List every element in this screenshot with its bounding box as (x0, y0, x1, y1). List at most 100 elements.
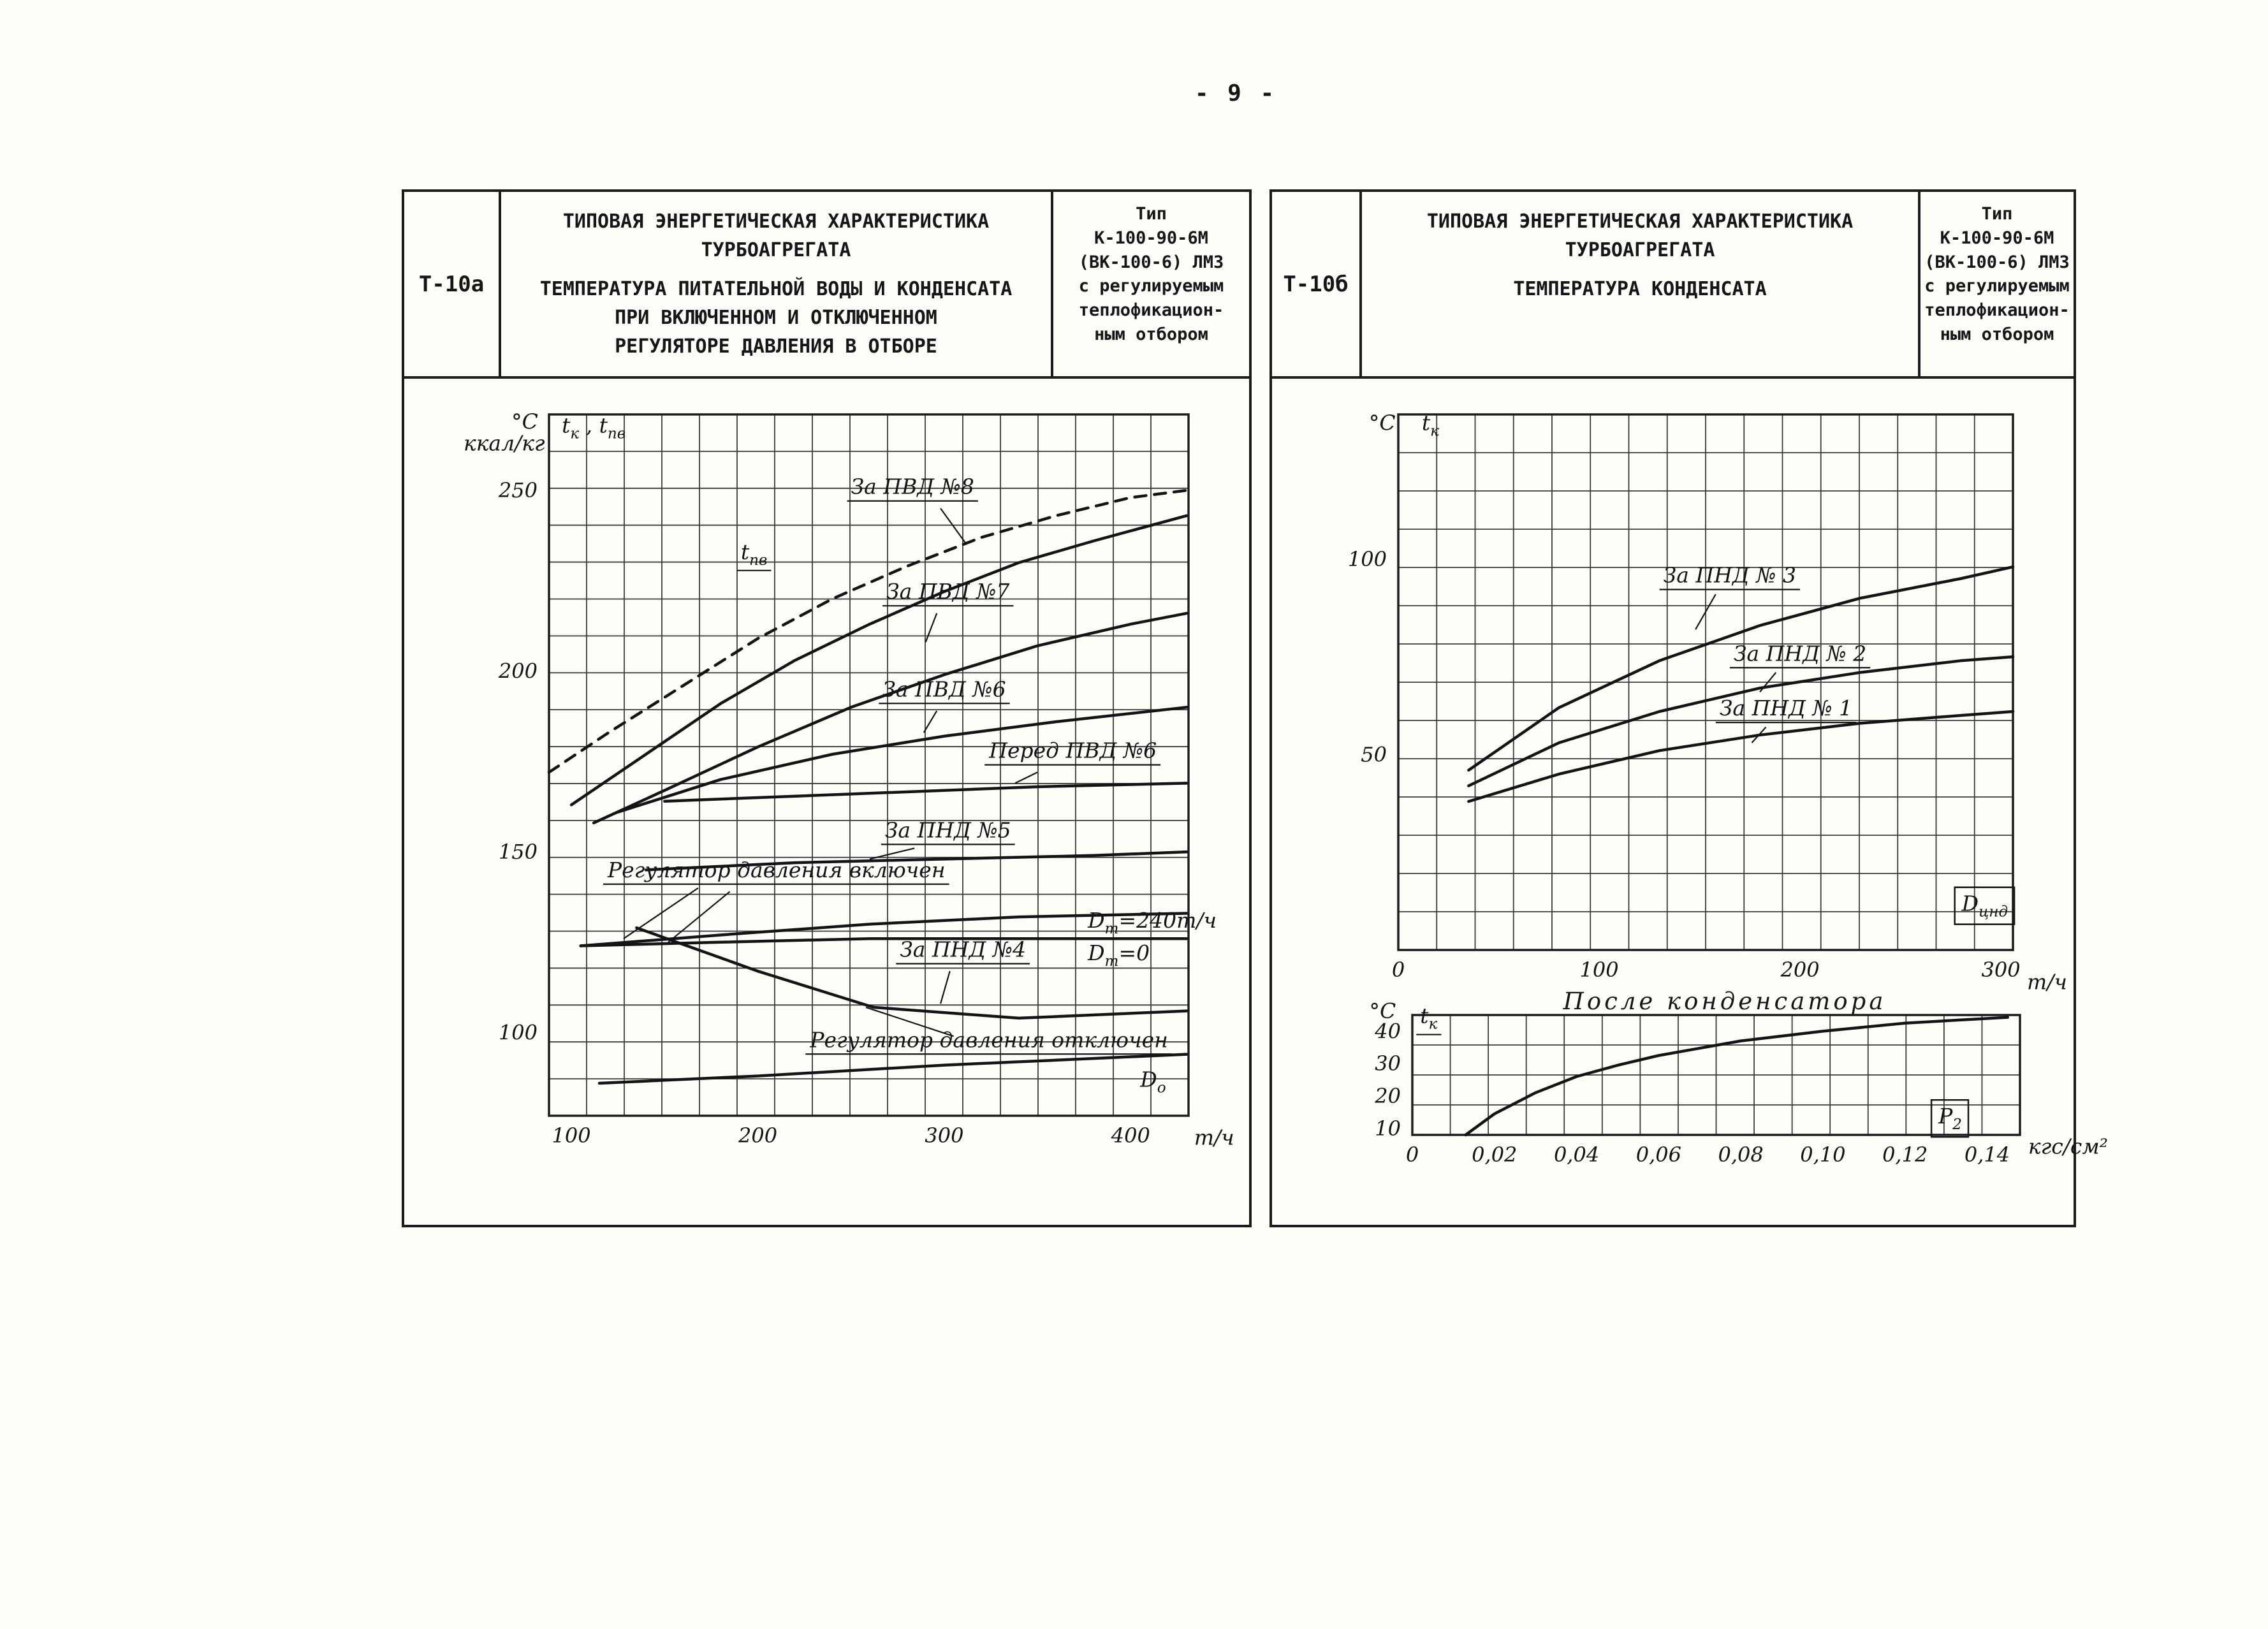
chart-annotation: tпв (741, 539, 768, 569)
panel-t10b-header: Т-10б ТИПОВАЯ ЭНЕРГЕТИЧЕСКАЯ ХАРАКТЕРИСТ… (1272, 192, 2074, 379)
panel-t10b-type-block: Тип К-100-90-6М (ВК-100-6) ЛМЗ с регулир… (1920, 192, 2074, 376)
chart-annotation: °C (1369, 998, 1396, 1023)
type-line: (ВК-100-6) ЛМЗ (1924, 252, 2070, 272)
title-line: ТУРБОАГРЕГАТА (701, 239, 851, 261)
curve (1467, 710, 2015, 803)
curve (1467, 655, 2015, 787)
curve (597, 1053, 1189, 1085)
type-line: Тип (1136, 204, 1167, 224)
type-line: К-100-90-6М (1940, 228, 2054, 248)
x-tick-label: 0,14 (1964, 1143, 2010, 1167)
x-tick-label: 200 (1780, 958, 1820, 982)
y-tick-label: 30 (1375, 1051, 1401, 1076)
type-line: с регулируемым (1924, 276, 2070, 296)
x-tick-label: 100 (552, 1123, 591, 1148)
panel-t10a-type-block: Тип К-100-90-6М (ВК-100-6) ЛМЗ с регулир… (1053, 192, 1249, 376)
type-line: Тип (1981, 204, 2013, 224)
title-line: ТИПОВАЯ ЭНЕРГЕТИЧЕСКАЯ ХАРАКТЕРИСТИКА (1426, 210, 1854, 233)
x-tick-label: 0,10 (1800, 1143, 1845, 1167)
x-tick-label: 0 (1406, 1143, 1419, 1167)
subtitle-line: ТЕМПЕРАТУРА КОНДЕНСАТА (1513, 278, 1767, 300)
curve (1467, 565, 2015, 772)
x-tick-label: 0,08 (1718, 1143, 1764, 1167)
chart-annotation: За ПВД №7 (886, 579, 1009, 604)
y-tick-label: 200 (498, 659, 538, 683)
chart-annotation: P2 (1938, 1104, 1962, 1133)
y-tick-label: 50 (1361, 742, 1387, 766)
chart-annotation: За ПНД № 1 (1720, 696, 1852, 720)
type-line: ным отбором (1940, 324, 2054, 344)
chart-annotation: кгс/см² (2028, 1134, 2108, 1158)
chart-annotation: tк (1420, 1004, 1437, 1033)
type-line: К-100-90-6М (1094, 228, 1208, 248)
x-tick-label: 0,12 (1882, 1143, 1928, 1167)
curve (1464, 1016, 2009, 1137)
title-line: ТУРБОАГРЕГАТА (1565, 239, 1715, 261)
curve (579, 912, 1189, 947)
panel-t10b-code: Т-10б (1272, 192, 1362, 376)
leader-line (869, 847, 915, 860)
curve (616, 706, 1189, 814)
leader-line (623, 887, 699, 940)
chart-annotation: т/ч (2027, 969, 2067, 994)
leader-line (865, 1006, 954, 1037)
chart-annotation: Перед ПВД №6 (988, 738, 1157, 763)
curve (663, 782, 1189, 803)
x-tick-label: 100 (1579, 958, 1618, 982)
leader-line (1695, 594, 1716, 630)
y-tick-label: 100 (1348, 547, 1387, 571)
x-tick-label: 0,04 (1554, 1143, 1599, 1167)
chart-annotation: т/ч (1194, 1125, 1234, 1150)
chart-annotation: tк (1422, 411, 1439, 440)
type-line: с регулируемым (1078, 276, 1224, 296)
panel-t10a-code: Т-10а (404, 192, 501, 376)
type-line: ным отбором (1094, 324, 1208, 344)
chart-annotation: Регулятор давления отключен (809, 1027, 1168, 1052)
subtitle-line: РЕГУЛЯТОРЕ ДАВЛЕНИЯ В ОТБОРЕ (615, 335, 937, 358)
chart-annotation: Dт=240т/ч (1087, 908, 1217, 937)
chart-annotation: За ПНД №4 (900, 937, 1026, 962)
leader-line (1759, 672, 1777, 692)
leader-line (1014, 771, 1038, 784)
chart-annotation: tк , tпв (562, 413, 626, 442)
panel-t10a-title: ТИПОВАЯ ЭНЕРГЕТИЧЕСКАЯ ХАРАКТЕРИСТИКА ТУ… (501, 192, 1053, 376)
plot-frame (1411, 1014, 2021, 1136)
chart-annotation: °C (1369, 411, 1396, 435)
plot-frame (1397, 413, 2014, 951)
chart-annotation: За ПВД №8 (851, 474, 974, 499)
subtitle-line: ПРИ ВКЛЮЧЕННОМ И ОТКЛЮЧЕННОМ (615, 307, 937, 329)
x-tick-label: 0 (1392, 958, 1405, 982)
leader-line (940, 970, 951, 1004)
chart-annotation: Dт=0 (1087, 940, 1150, 970)
condensate-temperature-chart: 0 100 200 300 100 50 °C tк За ПНД № 3 За ПНД № 2 З… (1348, 411, 2067, 995)
after-condenser-chart: 0 0,02 0,04 0,06 0,08 0,10 0,12 0,14 40 30 20 10 °C t… (1369, 998, 2107, 1167)
type-line: (ВК-100-6) ЛМЗ (1078, 252, 1224, 272)
chart-annotation: ккал/кг (464, 431, 545, 456)
leader-line (940, 508, 967, 545)
y-tick-label: 100 (499, 1021, 538, 1045)
x-tick-label: 300 (1982, 958, 2021, 982)
panel-t10b-title: ТИПОВАЯ ЭНЕРГЕТИЧЕСКАЯ ХАРАКТЕРИСТИКА ТУ… (1362, 192, 1920, 376)
panel-t10a-header: Т-10а ТИПОВАЯ ЭНЕРГЕТИЧЕСКАЯ ХАРАКТЕРИСТ… (404, 192, 1249, 379)
x-tick-label: 300 (925, 1123, 963, 1148)
chart-annotation: За ПВД №6 (882, 676, 1006, 701)
curve (635, 926, 1189, 1020)
label-box (1930, 1099, 1970, 1138)
chart-annotation: За ПНД № 2 (1734, 641, 1866, 666)
type-line: теплофикацион- (1924, 300, 2070, 321)
chart-annotation: За ПНД № 3 (1664, 563, 1796, 588)
curve (579, 937, 1189, 947)
curve (592, 611, 1189, 824)
y-tick-label: 20 (1374, 1084, 1401, 1108)
leader-line (923, 710, 938, 733)
y-tick-label: 150 (499, 840, 538, 864)
panel-t10a: Т-10а ТИПОВАЯ ЭНЕРГЕТИЧЕСКАЯ ХАРАКТЕРИСТ… (402, 189, 1252, 1227)
chart-annotation: Регулятор давления включен (607, 858, 946, 882)
chart-annotation: Dо (1139, 1067, 1166, 1097)
title-line: ТИПОВАЯ ЭНЕРГЕТИЧЕСКАЯ ХАРАКТЕРИСТИКА (562, 210, 990, 233)
chart-annotation: °C (511, 409, 538, 434)
x-tick-label: 400 (1111, 1123, 1150, 1148)
leader-line (1751, 726, 1767, 743)
panel-t10b: Т-10б ТИПОВАЯ ЭНЕРГЕТИЧЕСКАЯ ХАРАКТЕРИСТ… (1269, 189, 2108, 1227)
